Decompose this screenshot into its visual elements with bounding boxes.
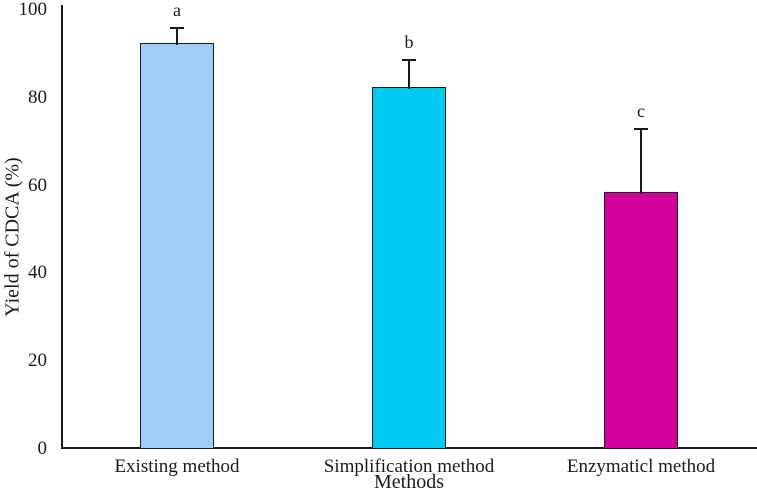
error-bar-line (408, 60, 410, 89)
bar (604, 192, 678, 449)
y-tick-label: 100 (18, 0, 48, 20)
y-tick-label: 20 (28, 350, 47, 372)
y-tick-label: 40 (28, 262, 47, 284)
x-axis-title: Methods (374, 471, 444, 493)
x-tick-label: Existing method (114, 456, 240, 477)
error-bar-line (640, 128, 642, 195)
y-tick-label: 80 (28, 86, 47, 108)
error-bar-cap (634, 127, 648, 130)
bar (140, 42, 214, 449)
significance-letter: c (637, 100, 645, 121)
x-tick-label: Enzymaticl method (566, 456, 716, 477)
bar (372, 86, 446, 449)
y-axis-line (61, 5, 63, 449)
significance-letter: a (173, 0, 181, 20)
x-tick-label: Simplification method (323, 456, 495, 477)
y-tick-label: 60 (28, 174, 47, 196)
significance-letter: b (404, 32, 414, 53)
error-bar-cap (170, 26, 184, 29)
y-tick-label: 0 (37, 438, 48, 459)
error-bar-line (176, 27, 178, 45)
plot-area: 0 20 40 60 80 100 a Existing method b Simplificat… (19, 0, 757, 477)
error-bar-cap (402, 59, 416, 62)
